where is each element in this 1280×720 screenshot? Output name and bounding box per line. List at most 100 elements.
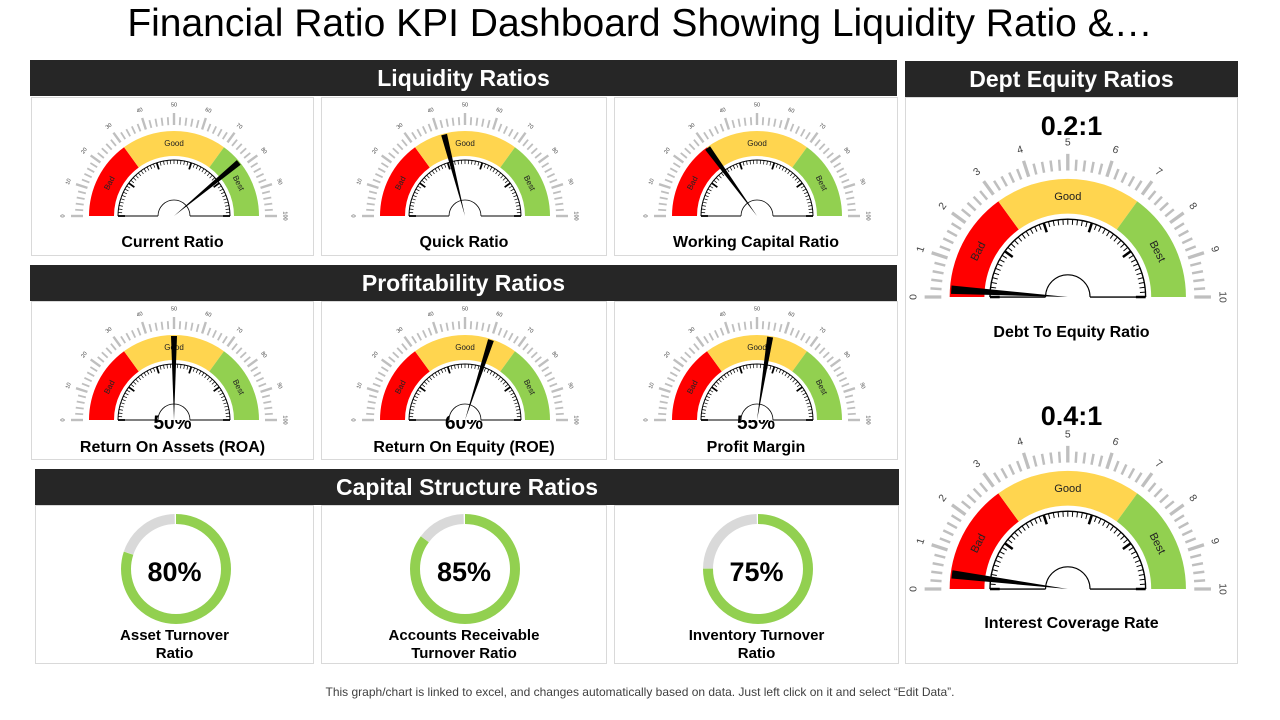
outer-tick — [1193, 278, 1205, 283]
outer-tick — [672, 366, 681, 372]
inner-tick — [1137, 277, 1144, 280]
inner-tick — [1018, 236, 1023, 242]
gauge-card: Quick Ratio 0 10 20 30 40 50 60 70 80 90 100 Bad Good… — [321, 97, 607, 256]
inner-tick — [775, 367, 778, 372]
outer-tick — [130, 126, 136, 135]
inner-tick — [1120, 243, 1126, 248]
outer-tick — [1181, 237, 1194, 245]
inner-tick — [434, 168, 438, 173]
inner-tick — [222, 402, 227, 405]
gauge-band-good — [707, 131, 807, 168]
tick-label: 10 — [356, 382, 364, 390]
band-label: Good — [455, 139, 475, 148]
tick-label: 1 — [915, 537, 927, 546]
inner-tick — [738, 162, 743, 170]
outer-tick — [160, 117, 163, 126]
inner-tick — [471, 364, 473, 369]
gauge-card: 50% Return On Assets (ROA) 0 10 20 30 40 50 60 70… — [31, 301, 314, 460]
outer-tick — [522, 343, 529, 351]
outer-tick — [773, 118, 777, 127]
inner-tick — [1076, 511, 1079, 518]
outer-tick — [239, 351, 247, 359]
inner-tick — [1038, 224, 1042, 230]
outer-tick — [551, 183, 564, 190]
inner-tick — [701, 412, 706, 414]
outer-tick — [789, 327, 795, 336]
tick-label: 40 — [427, 311, 435, 319]
tick-label: 100 — [281, 211, 287, 220]
inner-tick — [423, 381, 428, 385]
inner-tick — [1135, 559, 1141, 563]
outer-tick — [658, 202, 667, 206]
inner-tick — [1081, 220, 1084, 227]
outer-tick — [130, 330, 136, 339]
inner-tick — [220, 191, 225, 195]
outer-tick — [249, 366, 258, 372]
inner-tick — [186, 365, 188, 370]
band-label: Good — [747, 343, 767, 352]
gauge-needle — [173, 160, 241, 216]
tick-label: 50 — [170, 306, 176, 312]
gauge-value: 0.4:1 — [1040, 401, 1103, 431]
donut-svg — [410, 514, 520, 624]
outer-tick — [375, 377, 384, 383]
gauge-band-best — [208, 147, 259, 216]
outer-tick — [517, 131, 527, 144]
inner-tick — [504, 182, 511, 188]
inner-tick — [704, 195, 709, 198]
inner-tick — [732, 369, 736, 374]
gauge-hub — [157, 199, 190, 217]
tick-label: 80 — [842, 147, 850, 155]
inner-tick — [778, 369, 782, 374]
outer-tick — [119, 131, 126, 140]
outer-tick — [814, 343, 821, 351]
inner-tick — [807, 201, 812, 204]
outer-tick — [783, 321, 790, 334]
outer-tick — [552, 394, 562, 399]
outer-tick — [261, 394, 270, 399]
inner-dial — [989, 218, 1147, 297]
outer-tick — [125, 332, 131, 341]
outer-tick — [206, 327, 211, 336]
inner-tick — [187, 162, 192, 170]
donut-value: 75% — [729, 557, 784, 587]
inner-tick — [702, 405, 707, 408]
inner-tick — [784, 168, 788, 173]
outer-tick — [719, 123, 725, 132]
inner-tick — [1136, 564, 1143, 568]
outer-tick — [451, 321, 455, 330]
outer-tick — [451, 117, 455, 126]
donut-fill — [702, 514, 813, 624]
outer-tick — [380, 162, 389, 168]
inner-tick — [221, 195, 226, 198]
inner-tick — [802, 188, 807, 192]
inner-tick — [763, 160, 765, 165]
inner-tick — [796, 180, 801, 184]
outer-tick — [235, 347, 242, 355]
gauge-needle — [951, 285, 1068, 297]
inner-tick — [206, 172, 210, 177]
band-label: Good — [1054, 483, 1081, 495]
outer-tick — [160, 321, 163, 330]
outer-tick — [481, 322, 485, 331]
outer-tick — [1153, 195, 1164, 206]
outer-tick — [724, 117, 731, 130]
tick-label: 90 — [275, 178, 283, 186]
gauge-band-bad — [949, 201, 1019, 297]
outer-tick — [255, 377, 264, 383]
outer-tick — [805, 131, 811, 140]
outer-tick — [526, 143, 534, 151]
inner-tick — [412, 195, 417, 198]
gauge-band-bad — [949, 493, 1019, 589]
inner-tick — [749, 364, 751, 369]
inner-tick — [792, 378, 796, 383]
tick-label: 60 — [495, 107, 503, 115]
tick-label: 60 — [787, 311, 795, 319]
inner-tick — [417, 389, 422, 393]
inner-tick — [414, 395, 419, 399]
outer-tick — [81, 178, 90, 184]
outer-tick — [961, 500, 972, 510]
outer-tick — [77, 394, 86, 399]
inner-tick — [999, 551, 1005, 555]
